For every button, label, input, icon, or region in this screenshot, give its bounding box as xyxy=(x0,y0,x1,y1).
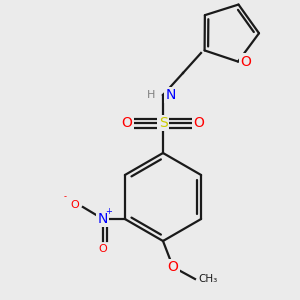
Text: S: S xyxy=(159,116,167,130)
Text: O: O xyxy=(70,200,79,210)
Text: O: O xyxy=(122,116,132,130)
Text: O: O xyxy=(98,244,107,254)
Text: O: O xyxy=(194,116,204,130)
Text: CH₃: CH₃ xyxy=(198,274,217,284)
Text: H: H xyxy=(147,90,155,100)
Text: O: O xyxy=(168,260,178,274)
Text: +: + xyxy=(106,206,112,215)
Text: N: N xyxy=(166,88,176,102)
Text: -: - xyxy=(63,193,66,202)
Text: N: N xyxy=(98,212,108,226)
Text: O: O xyxy=(241,55,251,69)
